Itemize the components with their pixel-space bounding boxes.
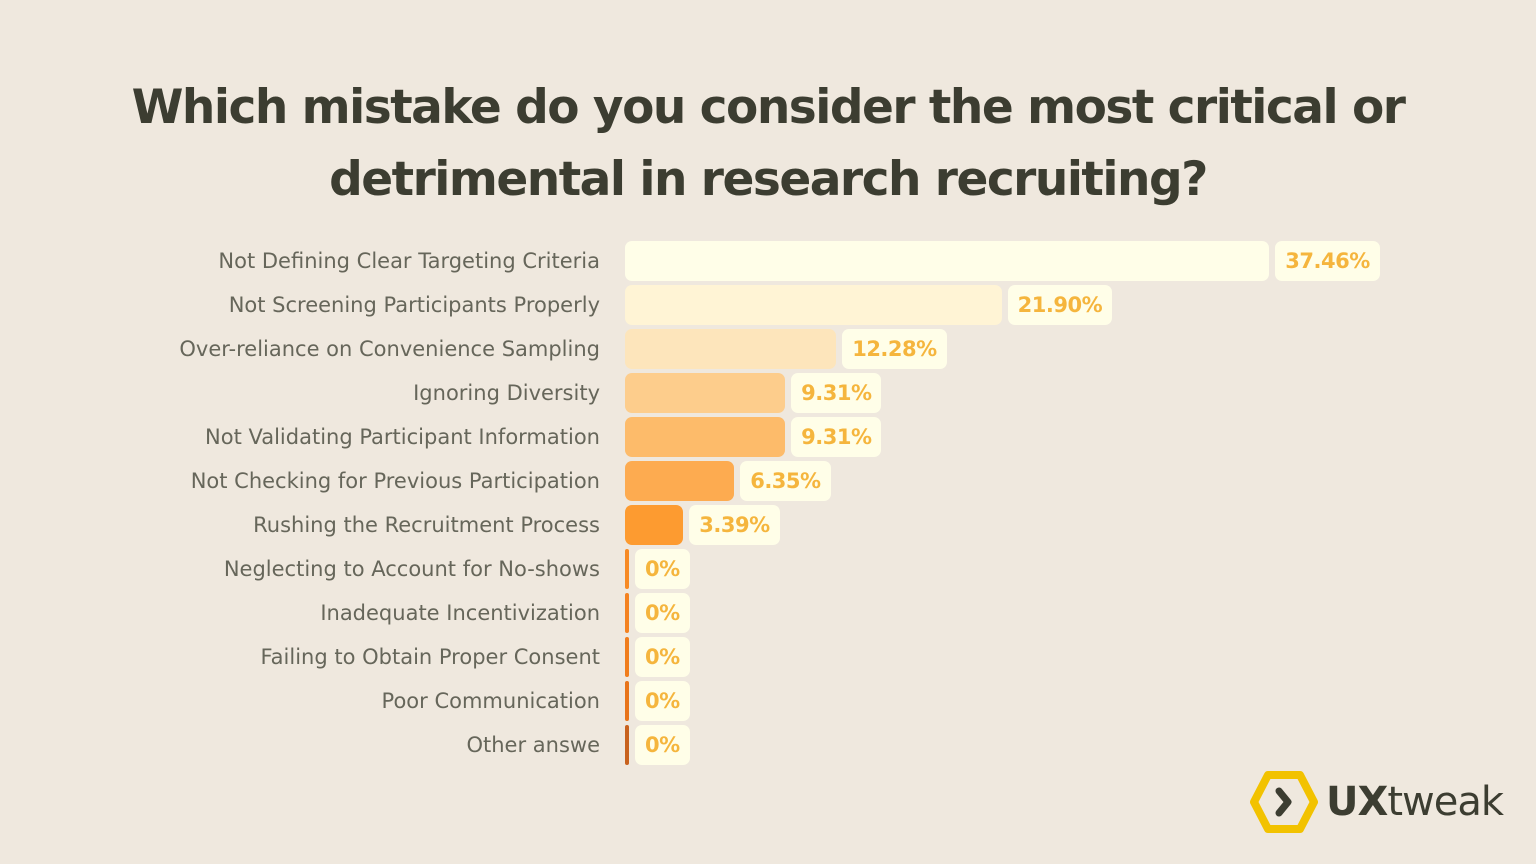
category-label: Not Defining Clear Targeting Criteria bbox=[218, 249, 600, 273]
value-label: 9.31% bbox=[791, 417, 882, 457]
hexagon-chevron-icon bbox=[1250, 771, 1318, 833]
category-label: Neglecting to Account for No-shows bbox=[223, 557, 600, 581]
bar-row: Failing to Obtain Proper Consent 0% bbox=[0, 637, 1536, 677]
bar bbox=[625, 329, 837, 369]
bar-row: Inadequate Incentivization 0% bbox=[0, 593, 1536, 633]
bar bbox=[625, 461, 735, 501]
bar bbox=[625, 241, 1270, 281]
category-label: Other answe bbox=[466, 733, 600, 757]
logo-text: UXtweak bbox=[1326, 779, 1504, 825]
value-label: 0% bbox=[635, 725, 690, 765]
chart-title: Which mistake do you consider the most c… bbox=[131, 80, 1406, 207]
value-label: 12.28% bbox=[842, 329, 947, 369]
bar bbox=[625, 549, 629, 589]
value-label: 0% bbox=[635, 593, 690, 633]
bar bbox=[625, 505, 684, 545]
bar-row: Not Defining Clear Targeting Criteria 37.… bbox=[0, 241, 1536, 281]
category-label: Not Screening Participants Properly bbox=[228, 293, 600, 317]
bar bbox=[625, 417, 786, 457]
category-label: Ignoring Diversity bbox=[413, 381, 600, 405]
bar bbox=[625, 681, 629, 721]
value-label: 0% bbox=[635, 549, 690, 589]
bar-row: Ignoring Diversity 9.31% bbox=[0, 373, 1536, 413]
value-label: 0% bbox=[635, 637, 690, 677]
value-label: 37.46% bbox=[1275, 241, 1380, 281]
bar bbox=[625, 637, 629, 677]
category-label: Over-reliance on Convenience Sampling bbox=[179, 337, 600, 361]
category-label: Inadequate Incentivization bbox=[320, 601, 600, 625]
value-label: 3.39% bbox=[689, 505, 780, 545]
value-label: 9.31% bbox=[791, 373, 882, 413]
category-label: Poor Communication bbox=[381, 689, 600, 713]
category-label: Rushing the Recruitment Process bbox=[253, 513, 600, 537]
bar-row: Over-reliance on Convenience Sampling 12.… bbox=[0, 329, 1536, 369]
bar-row: Poor Communication 0% bbox=[0, 681, 1536, 721]
category-label: Not Checking for Previous Participation bbox=[190, 469, 600, 493]
value-label: 6.35% bbox=[740, 461, 831, 501]
bar bbox=[625, 285, 1002, 325]
bar-row: Other answe 0% bbox=[0, 725, 1536, 765]
bar-row: Not Validating Participant Information 9.… bbox=[0, 417, 1536, 457]
bar-row: Not Checking for Previous Participation 6… bbox=[0, 461, 1536, 501]
value-label: 21.90% bbox=[1007, 285, 1113, 325]
bar-row: Not Screening Participants Properly 21.90… bbox=[0, 285, 1536, 325]
category-label: Failing to Obtain Proper Consent bbox=[260, 645, 600, 669]
category-label: Not Validating Participant Information bbox=[205, 425, 600, 449]
uxtweak-logo: UXtweak bbox=[1250, 770, 1504, 834]
bar bbox=[625, 373, 786, 413]
value-label: 0% bbox=[635, 681, 690, 721]
bar bbox=[625, 725, 629, 765]
bar-row: Neglecting to Account for No-shows 0% bbox=[0, 549, 1536, 589]
bar-row: Rushing the Recruitment Process 3.39% bbox=[0, 505, 1536, 545]
bar bbox=[625, 593, 629, 633]
